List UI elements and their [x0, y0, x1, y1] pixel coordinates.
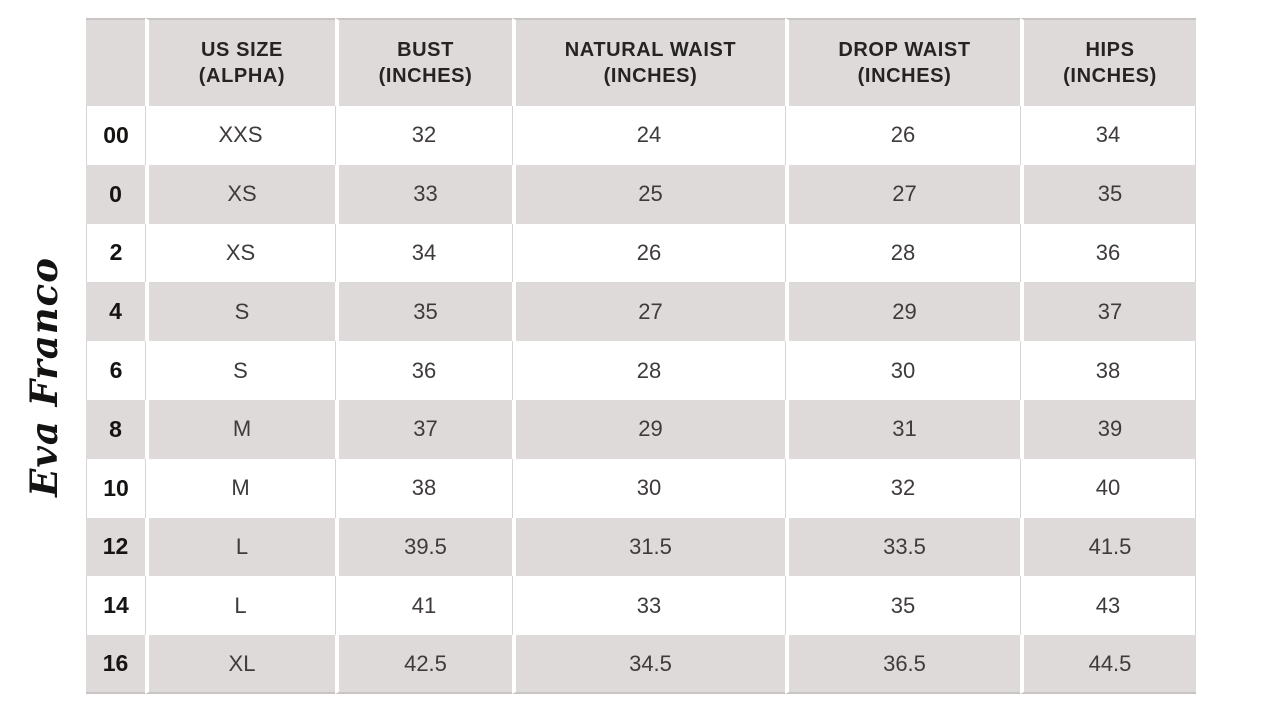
header-hips: HIPS (INCHES): [1020, 18, 1196, 106]
cell-drop-waist: 27: [785, 164, 1020, 224]
cell-drop-waist: 33.5: [785, 517, 1020, 577]
cell-drop-waist: 35: [785, 576, 1020, 636]
cell-natural-waist: 26: [512, 223, 785, 283]
cell-alpha-size: L: [145, 576, 335, 636]
table-row: 10 M 38 30 32 40: [86, 458, 1196, 518]
cell-us-size: 10: [86, 458, 145, 518]
cell-bust: 39.5: [335, 517, 512, 577]
table-row: 2 XS 34 26 28 36: [86, 223, 1196, 283]
table-row: 12 L 39.5 31.5 33.5 41.5: [86, 517, 1196, 577]
header-sublabel: (INCHES): [857, 65, 952, 87]
brand-logo-text: Eva Franco: [22, 257, 67, 497]
cell-drop-waist: 36.5: [785, 635, 1020, 694]
header-row: US SIZE (ALPHA) BUST (INCHES) NATURAL WA…: [86, 18, 1196, 106]
cell-natural-waist: 25: [512, 164, 785, 224]
header-natural-waist: NATURAL WAIST (INCHES): [512, 18, 785, 106]
cell-bust: 37: [335, 399, 512, 459]
cell-us-size: 12: [86, 517, 145, 577]
cell-natural-waist: 27: [512, 282, 785, 342]
header-us-size-alpha: US SIZE (ALPHA): [145, 18, 335, 106]
table-row: 8 M 37 29 31 39: [86, 399, 1196, 459]
cell-us-size: 2: [86, 223, 145, 283]
cell-alpha-size: L: [145, 517, 335, 577]
cell-natural-waist: 30: [512, 458, 785, 518]
cell-natural-waist: 31.5: [512, 517, 785, 577]
table-row: 16 XL 42.5 34.5 36.5 44.5: [86, 635, 1196, 694]
cell-hips: 40: [1020, 458, 1196, 518]
table-header: US SIZE (ALPHA) BUST (INCHES) NATURAL WA…: [86, 18, 1196, 106]
header-label: NATURAL WAIST: [564, 39, 737, 61]
cell-alpha-size: XS: [145, 223, 335, 283]
header-us-size-numeric: [86, 18, 145, 106]
size-chart-table: US SIZE (ALPHA) BUST (INCHES) NATURAL WA…: [86, 18, 1196, 694]
cell-hips: 35: [1020, 164, 1196, 224]
cell-us-size: 00: [86, 106, 145, 165]
cell-hips: 43: [1020, 576, 1196, 636]
cell-alpha-size: S: [145, 341, 335, 400]
cell-hips: 34: [1020, 106, 1196, 165]
table-row: 6 S 36 28 30 38: [86, 341, 1196, 400]
cell-bust: 41: [335, 576, 512, 636]
cell-drop-waist: 28: [785, 223, 1020, 283]
header-sublabel: (INCHES): [378, 65, 473, 87]
header-label: US SIZE: [201, 39, 283, 61]
cell-alpha-size: S: [145, 282, 335, 342]
cell-alpha-size: XL: [145, 635, 335, 694]
cell-us-size: 8: [86, 399, 145, 459]
cell-natural-waist: 33: [512, 576, 785, 636]
cell-hips: 37: [1020, 282, 1196, 342]
cell-hips: 36: [1020, 223, 1196, 283]
cell-natural-waist: 24: [512, 106, 785, 165]
table-row: 00 XXS 32 24 26 34: [86, 106, 1196, 165]
table-row: 4 S 35 27 29 37: [86, 282, 1196, 342]
cell-bust: 42.5: [335, 635, 512, 694]
cell-us-size: 14: [86, 576, 145, 636]
header-drop-waist: DROP WAIST (INCHES): [785, 18, 1020, 106]
cell-natural-waist: 28: [512, 341, 785, 400]
header-sublabel: (ALPHA): [198, 65, 286, 87]
cell-us-size: 4: [86, 282, 145, 342]
header-label: HIPS: [1085, 39, 1135, 61]
cell-alpha-size: XS: [145, 164, 335, 224]
header-label: BUST: [397, 39, 454, 61]
cell-bust: 34: [335, 223, 512, 283]
cell-hips: 39: [1020, 399, 1196, 459]
cell-us-size: 6: [86, 341, 145, 400]
cell-natural-waist: 34.5: [512, 635, 785, 694]
cell-bust: 33: [335, 164, 512, 224]
cell-alpha-size: M: [145, 399, 335, 459]
header-sublabel: (INCHES): [603, 65, 698, 87]
cell-drop-waist: 30: [785, 341, 1020, 400]
cell-drop-waist: 31: [785, 399, 1020, 459]
header-bust: BUST (INCHES): [335, 18, 512, 106]
header-sublabel: (INCHES): [1063, 65, 1157, 87]
cell-drop-waist: 26: [785, 106, 1020, 165]
size-chart: US SIZE (ALPHA) BUST (INCHES) NATURAL WA…: [86, 18, 1196, 694]
cell-hips: 38: [1020, 341, 1196, 400]
header-label: DROP WAIST: [838, 39, 971, 61]
table-body: 00 XXS 32 24 26 34 0 XS 33 25 27 35 2 XS…: [86, 106, 1196, 694]
cell-alpha-size: XXS: [145, 106, 335, 165]
cell-bust: 32: [335, 106, 512, 165]
cell-natural-waist: 29: [512, 399, 785, 459]
brand-logo: Eva Franco: [6, 257, 82, 497]
cell-drop-waist: 32: [785, 458, 1020, 518]
cell-alpha-size: M: [145, 458, 335, 518]
cell-us-size: 0: [86, 164, 145, 224]
cell-bust: 35: [335, 282, 512, 342]
cell-bust: 36: [335, 341, 512, 400]
cell-us-size: 16: [86, 635, 145, 694]
cell-hips: 44.5: [1020, 635, 1196, 694]
table-row: 0 XS 33 25 27 35: [86, 164, 1196, 224]
table-row: 14 L 41 33 35 43: [86, 576, 1196, 636]
cell-drop-waist: 29: [785, 282, 1020, 342]
cell-bust: 38: [335, 458, 512, 518]
cell-hips: 41.5: [1020, 517, 1196, 577]
